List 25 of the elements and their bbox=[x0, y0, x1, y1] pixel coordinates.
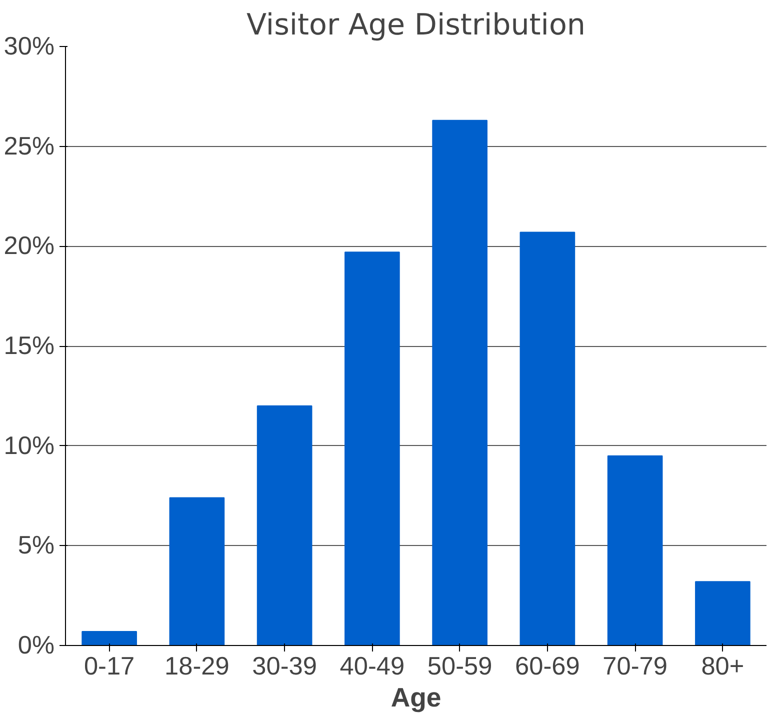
x-tick-label: 0-17 bbox=[84, 652, 135, 680]
bar bbox=[695, 581, 750, 646]
y-tick-label: 0% bbox=[18, 632, 54, 660]
y-tick-label: 5% bbox=[18, 532, 54, 560]
x-tick-label: 18-29 bbox=[164, 652, 230, 680]
x-tick-label: 50-59 bbox=[427, 652, 492, 680]
y-tick-label: 15% bbox=[4, 332, 55, 360]
bar bbox=[344, 252, 400, 646]
x-tick-label: 30-39 bbox=[252, 652, 317, 680]
bar bbox=[607, 455, 663, 646]
bar bbox=[432, 120, 488, 646]
x-tick-label: 60-69 bbox=[515, 652, 580, 680]
x-axis-title: Age bbox=[390, 682, 442, 712]
chart-title: Visitor Age Distribution bbox=[246, 8, 586, 42]
y-tick-label: 25% bbox=[4, 132, 55, 160]
bar bbox=[520, 232, 576, 646]
y-tick-label: 30% bbox=[4, 32, 55, 60]
x-tick-label: 80+ bbox=[701, 652, 744, 680]
bar bbox=[256, 405, 312, 646]
y-tick-label: 20% bbox=[4, 232, 55, 260]
bar bbox=[82, 631, 137, 646]
x-tick-label: 40-49 bbox=[340, 652, 405, 680]
x-tick-label: 70-79 bbox=[602, 652, 668, 680]
y-tick-label: 10% bbox=[4, 432, 55, 460]
bar bbox=[169, 497, 225, 646]
